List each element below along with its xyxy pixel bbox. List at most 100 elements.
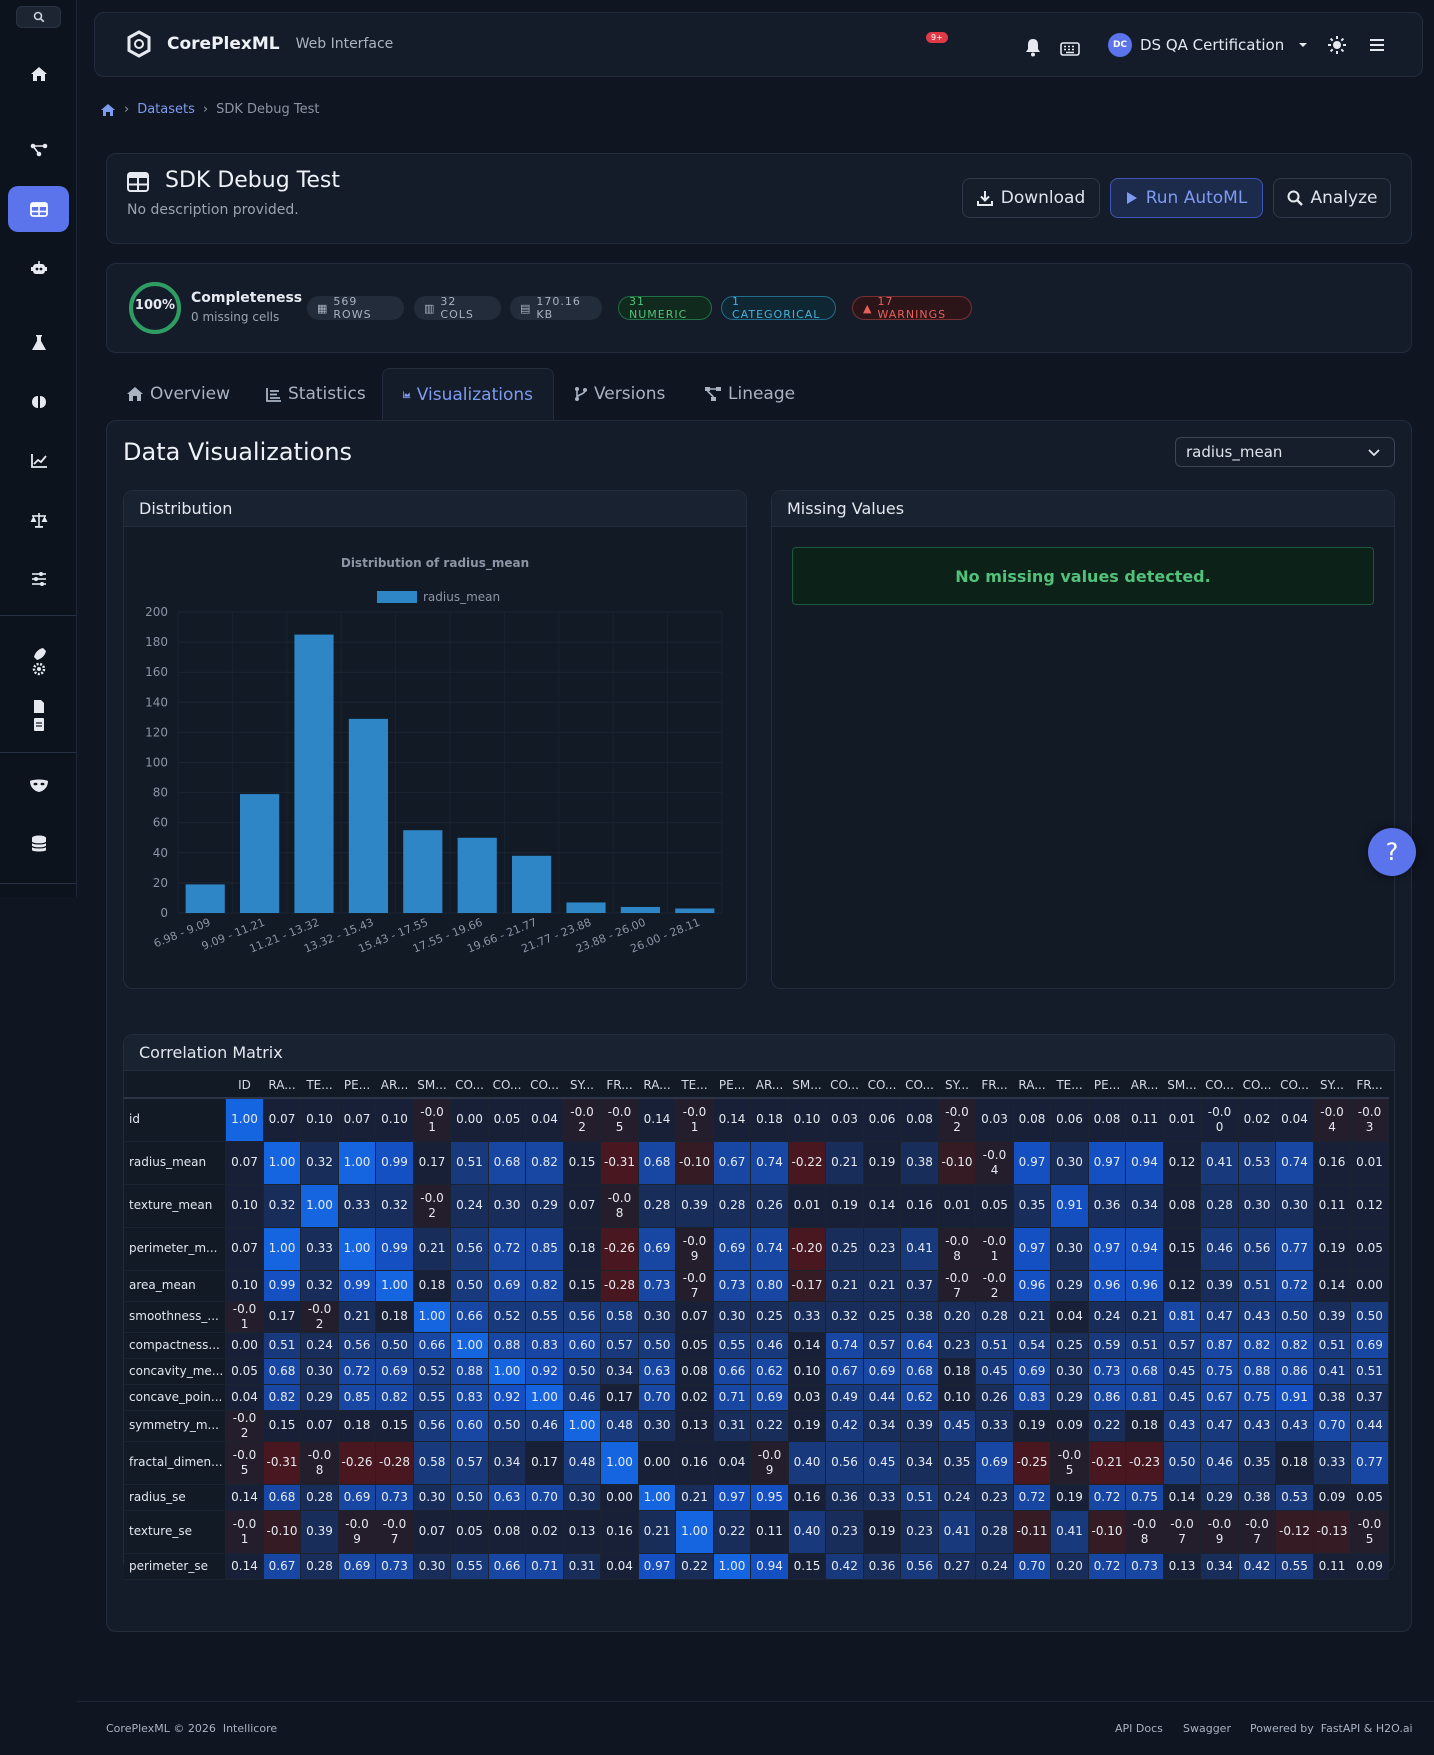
correlation-cell: 0.22 [713,1510,752,1554]
run-automl-button[interactable]: Run AutoML [1110,178,1263,218]
cols-text: 32 COLS [440,295,474,321]
correlation-cell: 0.81 [1125,1384,1164,1411]
avatar: DC [1108,33,1132,57]
analyze-button[interactable]: Analyze [1273,178,1391,218]
sidebar-item-automl[interactable] [8,245,69,291]
correlation-cell: 0.19 [788,1410,827,1442]
column-header: CO... [1200,1072,1239,1099]
sidebar-item-settings[interactable] [8,556,69,602]
correlation-cell: 0.00 [450,1098,489,1142]
correlation-cell: 0.50 [563,1358,602,1385]
tab-versions[interactable]: Versions [554,368,685,420]
tab-visualizations[interactable]: Visualizations [382,368,554,420]
sliders-icon [31,572,46,586]
correlation-cell: 1.00 [413,1301,452,1333]
correlation-cell: 0.46 [525,1410,564,1442]
row-label: symmetry_m... [124,1410,227,1442]
correlation-cell: 0.23 [863,1227,902,1271]
correlation-cell: -0.0 7 [375,1510,414,1554]
sidebar-item-analytics[interactable] [8,438,69,484]
sidebar-item-fairness[interactable] [8,497,69,543]
run-automl-label: Run AutoML [1145,188,1248,208]
bar [566,902,606,913]
help-button[interactable]: ? [1368,828,1416,876]
powered-text: FastAPI & H2O.ai [1320,1722,1413,1735]
correlation-cell: 0.16 [900,1184,939,1228]
notification-count-badge: 9+ [926,32,948,43]
sidebar-item-datasets[interactable] [8,186,69,232]
correlation-cell: -0.0 8 [300,1441,339,1485]
correlation-cell: 0.04 [1275,1098,1314,1142]
correlation-cell: 0.50 [488,1410,527,1442]
sidebar-item-privacy[interactable] [8,762,69,808]
correlation-cell: 0.45 [938,1410,977,1442]
sidebar-item-reports[interactable] [8,693,69,739]
correlation-cell: 0.97 [1088,1141,1127,1185]
sidebar-item-deployments[interactable] [8,639,69,685]
correlation-cell: 0.14 [1163,1484,1202,1511]
tab-overview[interactable]: Overview [106,368,250,420]
bar [348,718,388,913]
correlation-cell: 0.04 [525,1098,564,1142]
tab-lineage[interactable]: Lineage [684,368,815,420]
correlation-cell: 0.77 [1350,1441,1389,1485]
correlation-cell: 0.15 [263,1410,302,1442]
row-label: radius_se [124,1484,227,1511]
column-select[interactable]: radius_mean [1175,437,1395,467]
y-tick-label: 80 [153,786,168,800]
download-button[interactable]: Download [962,178,1100,218]
breadcrumb-datasets-link[interactable]: Datasets [137,102,195,117]
company-link[interactable]: Intellicore [222,1722,278,1735]
completeness-ring [129,282,181,334]
sidebar-item-database[interactable] [8,821,69,867]
correlation-cell: 0.01 [938,1184,977,1228]
sidebar-item-home[interactable] [8,51,69,97]
sidebar-item-models[interactable] [8,379,69,425]
database-icon [30,835,47,852]
correlation-cell: -0.0 4 [975,1141,1014,1185]
correlation-cell: 0.73 [713,1270,752,1302]
correlation-cell: 0.07 [563,1184,602,1228]
sidebar-item-pipelines[interactable] [8,127,69,173]
sitemap-icon [30,143,47,157]
correlation-cell: 0.70 [1313,1410,1352,1442]
correlation-cell: -0.26 [338,1441,377,1485]
correlation-cell: 0.32 [263,1184,302,1228]
search-icon [33,11,44,23]
powered-by: Powered by FastAPI & H2O.ai [1250,1722,1413,1735]
theme-toggle-button[interactable] [1327,31,1347,59]
correlation-cell: 0.18 [375,1301,414,1333]
correlation-cell: 0.33 [863,1484,902,1511]
sidebar-search-button[interactable] [16,6,61,28]
correlation-cell: 0.96 [1125,1270,1164,1302]
keyboard-button[interactable] [1060,35,1080,63]
sidebar-item-experiments[interactable] [8,320,69,366]
swagger-link[interactable]: Swagger [1183,1722,1231,1735]
hamburger-menu-button[interactable] [1369,31,1385,59]
api-docs-link[interactable]: API Docs [1115,1722,1163,1735]
home-icon[interactable] [100,103,116,117]
correlation-cell: 0.39 [900,1410,939,1442]
correlation-cell: 0.09 [1050,1410,1089,1442]
table-row: radius_se 0.14 0.68 0.28 0.69 0.73 0.30 0.50 0.6… [124,1484,1389,1511]
correlation-cell: 0.43 [1163,1410,1202,1442]
correlation-cell: 0.50 [1163,1441,1202,1485]
y-tick-label: 40 [153,846,168,860]
correlation-cell: -0.22 [788,1141,827,1185]
correlation-cell: 0.72 [1088,1484,1127,1511]
notifications-button[interactable] [1024,33,1042,61]
no-missing-alert: No missing values detected. [792,547,1374,605]
correlation-cell: 0.67 [263,1553,302,1580]
correlation-cell: 0.25 [1050,1332,1089,1359]
correlation-cell: 0.18 [413,1270,452,1302]
correlation-cell: 0.68 [1125,1358,1164,1385]
warnings-badge[interactable]: ▲ 17 WARNINGS [852,295,972,321]
correlation-cell: 0.41 [900,1227,939,1271]
table-row: symmetry_m... -0.0 2 0.15 0.07 0.18 0.15 0.56 0.… [124,1410,1389,1442]
correlation-cell: -0.0 1 [675,1098,714,1142]
user-menu[interactable]: DC DS QA Certification [1108,31,1308,59]
tab-statistics[interactable]: Statistics [246,368,386,420]
app-name: CorePlexML [167,34,280,54]
brand[interactable]: CorePlexML Web Interface [125,30,393,58]
correlation-cell: 0.21 [825,1141,864,1185]
